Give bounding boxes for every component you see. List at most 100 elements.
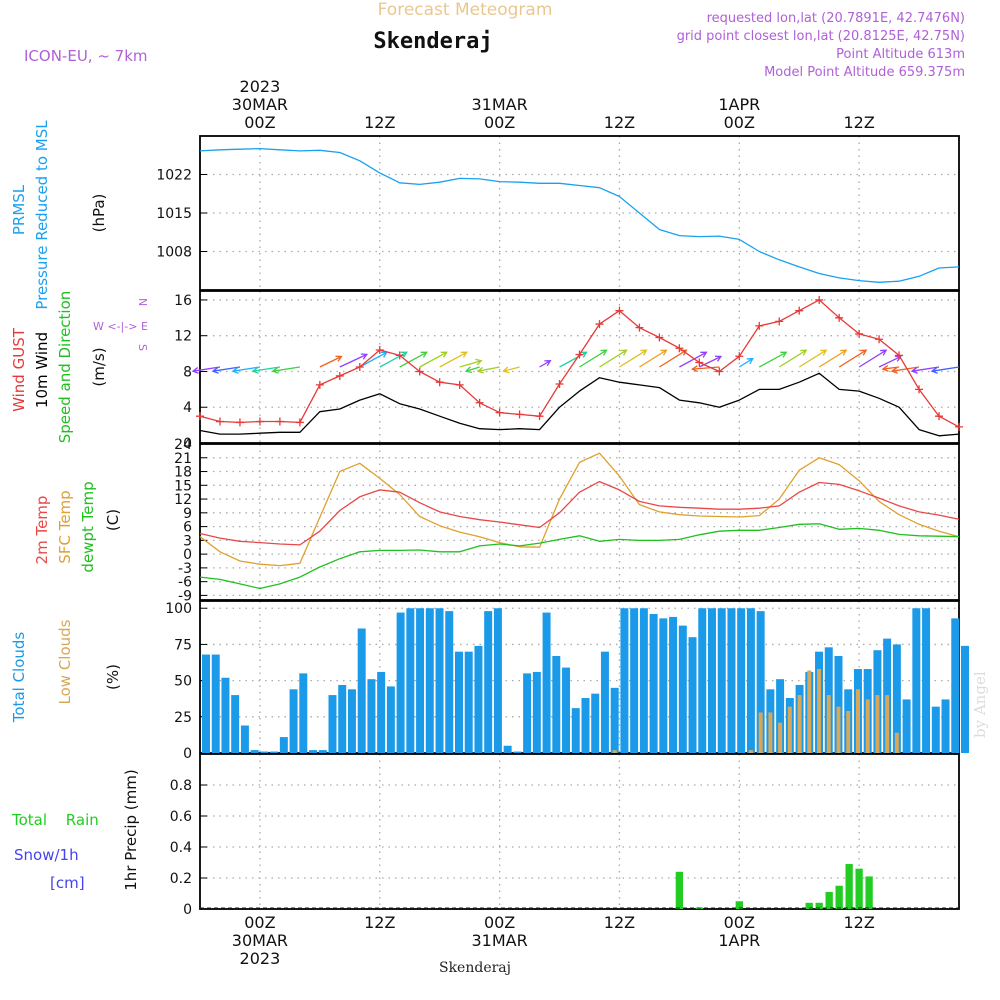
pressure-ytick-label: 1008 <box>156 245 192 261</box>
total-clouds-bar <box>289 689 298 753</box>
total-clouds-bar <box>231 695 240 753</box>
wind-gust-marker <box>395 351 404 360</box>
total-clouds-bar <box>250 750 259 753</box>
time-axis-label: 00Z <box>724 913 755 932</box>
wind-gust-marker <box>635 323 644 332</box>
wind-gust-marker <box>375 346 384 355</box>
wind-direction-arrow <box>639 349 667 368</box>
wind-arrow-head <box>335 355 343 362</box>
wind-gust-marker <box>675 344 684 353</box>
sfc-temp-line <box>199 452 960 567</box>
total-clouds-bar <box>639 608 648 753</box>
total-clouds-bar <box>435 608 444 753</box>
wind-direction-arrow <box>699 355 722 368</box>
credit-watermark: by Angel <box>971 671 989 738</box>
wind-direction-arrow <box>798 349 827 368</box>
clouds-panel: 0 25 50 75 100 <box>165 600 969 762</box>
time-axis-label: 00Z <box>724 113 755 132</box>
total-clouds-bar <box>455 651 463 753</box>
total-clouds-bar <box>951 618 960 753</box>
wind-direction-arrow <box>931 366 960 372</box>
wind-direction-arrow <box>858 349 887 368</box>
clouds-ytick-label: 100 <box>165 601 192 617</box>
wind-arrow-head <box>780 351 788 358</box>
temp-unit: (C) <box>104 509 122 531</box>
wind-arrow-head <box>544 360 552 367</box>
model-label: ICON-EU, ~ 7km <box>24 47 148 65</box>
wind-gust-marker <box>415 367 424 376</box>
sfc-temp-label: SFC Temp <box>56 490 74 563</box>
wind-direction-arrow <box>212 366 241 372</box>
location-title: Skenderaj <box>373 29 492 54</box>
wind-direction-arrow <box>477 366 500 372</box>
clouds-unit: (%) <box>104 664 122 690</box>
wind-direction-arrow <box>459 360 482 368</box>
wind-speed-label: 10m Wind <box>33 332 51 408</box>
total-clouds-bar <box>669 616 678 753</box>
clouds-ytick-label: 25 <box>174 710 192 726</box>
wind-direction-arrow <box>339 353 368 368</box>
low-clouds-bar <box>826 695 831 753</box>
wind-gust-marker <box>295 418 304 427</box>
wind-arrow-head <box>231 367 239 374</box>
low-clouds-bar <box>836 706 841 753</box>
total-clouds-bar <box>211 654 220 753</box>
wind-arrow-head <box>251 367 259 374</box>
wind-arrow-head <box>173 368 179 374</box>
wind-direction-arrow <box>659 349 687 368</box>
time-axis-label: 1APR <box>718 95 760 114</box>
low-clouds-label: Low Clouds <box>56 619 74 704</box>
total-clouds-bar <box>357 628 366 753</box>
total-clouds-bar <box>912 608 921 753</box>
time-axis-label: 00Z <box>484 913 515 932</box>
wind-arrow-head <box>211 367 219 374</box>
time-axis-label: 00Z <box>484 113 515 132</box>
wind-direction-label: Speed and Direction <box>56 291 74 444</box>
wind-gust-marker <box>935 412 944 421</box>
pressure-ytick-label: 1015 <box>156 206 192 222</box>
temp-ytick-label: 12 <box>174 492 192 508</box>
wind-ytick-label: 0 <box>183 436 192 452</box>
wind-ytick-label: 8 <box>183 364 192 380</box>
total-clouds-bar <box>552 656 561 753</box>
panels: 1008101510220481216-9-6-3036912151821240… <box>156 135 969 918</box>
total-clouds-bar <box>328 695 337 753</box>
low-clouds-bar <box>768 712 773 753</box>
wind-direction-arrow <box>539 360 551 368</box>
rain-bar <box>835 885 843 909</box>
rain-bar <box>865 876 873 909</box>
wind-gust-marker <box>255 417 264 426</box>
dewpt-label: dewpt Temp <box>79 481 97 572</box>
wind-gust-marker <box>855 329 864 338</box>
wind-direction-arrow <box>778 349 807 368</box>
precip-ytick-label: 0.6 <box>170 809 192 825</box>
total-rain-label: Total Rain <box>11 811 99 829</box>
wind-arrow-head <box>714 355 723 362</box>
total-clouds-bar <box>513 751 522 753</box>
time-axis-label: 31MAR <box>471 931 527 950</box>
wind-gust-marker <box>335 371 344 380</box>
snow-unit: [cm] <box>50 874 85 892</box>
wind-direction-arrow <box>692 366 720 370</box>
low-clouds-bar <box>875 695 880 753</box>
low-clouds-bar <box>778 722 783 753</box>
rain-bar <box>735 901 743 909</box>
wind-arrow-head <box>420 351 428 358</box>
footer-location: Skenderaj <box>439 960 511 976</box>
wind-arrow-head <box>600 349 608 356</box>
wind-gust-marker <box>515 410 524 419</box>
wind-arrow-head <box>620 349 628 356</box>
temp-label: 2m Temp <box>33 496 51 565</box>
compass-we: W <-|-> E <box>93 320 148 333</box>
total-clouds-bar <box>717 608 726 753</box>
rain-bar <box>845 864 853 909</box>
temp-line <box>199 480 960 546</box>
pressure-unit: (hPa) <box>90 194 108 233</box>
wind-gust-marker <box>755 321 764 330</box>
wind-side-labels: Wind GUST 10m Wind Speed and Direction (… <box>10 291 149 444</box>
wind-direction-arrow <box>399 351 428 368</box>
wind-arrow-head <box>820 349 828 356</box>
wind-direction-arrow <box>503 366 520 372</box>
